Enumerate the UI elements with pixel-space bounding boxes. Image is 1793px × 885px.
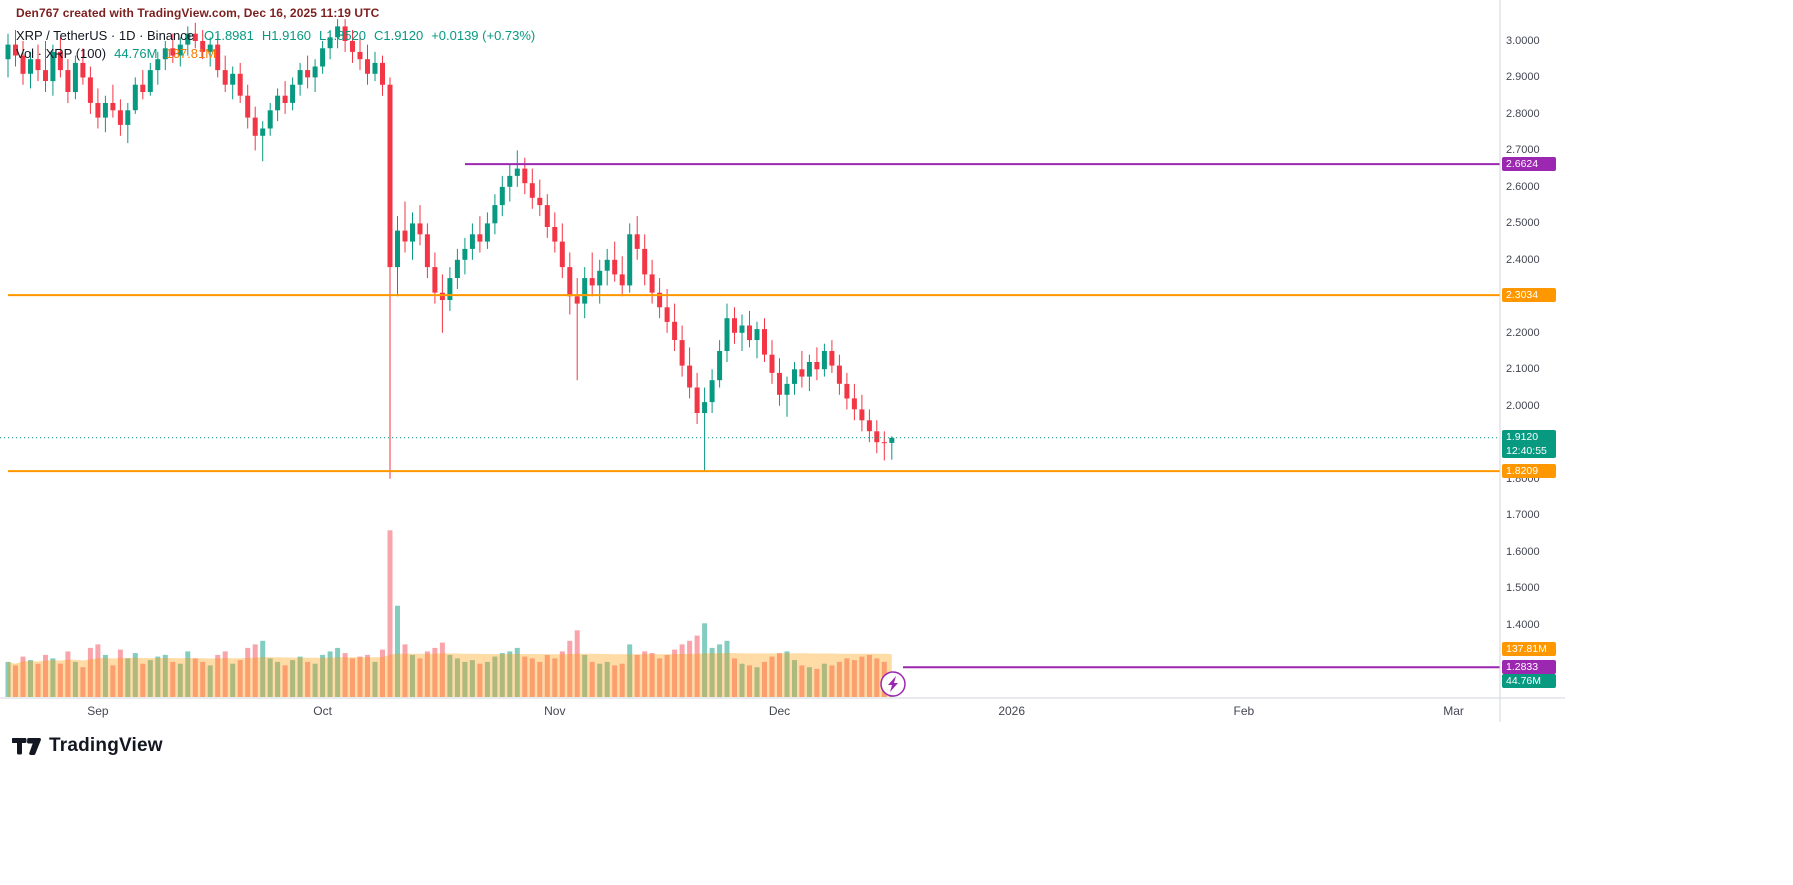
price-level-badge: 2.3034 [1502,288,1556,303]
time-axis-label: 2026 [998,704,1026,718]
time-axis-label: Sep [87,704,109,718]
candles-layer [5,19,895,479]
price-axis-label: 2.0000 [1506,399,1540,412]
price-axis-label: 1.4000 [1506,618,1540,631]
volume-ma-value: 137.81M [165,45,217,61]
price-level-badge: 1.2833 [1502,660,1556,675]
price-axis[interactable]: 3.0000 2.9000 2.8000 2.7000 2.6000 2.5000 2.40… [1501,0,1571,724]
price-level-badge: 1.8209 [1502,464,1556,479]
current-price-value: 1.9120 [1506,430,1539,443]
time-axis-label: Dec [768,704,791,718]
legend-open-value: O1.8981 [204,27,254,43]
legend-high-value: H1.9160 [261,27,312,43]
price-axis-label: 2.6000 [1506,180,1540,193]
price-axis-label: 2.4000 [1506,253,1540,266]
price-level-badge: 2.6624 [1502,157,1556,172]
volume-legend-row: Vol · XRP (100) 44.76M 137.81M [16,44,535,62]
legend-low-value: L1.8520 [319,27,367,43]
price-axis-label: 1.6000 [1506,545,1540,558]
price-axis-label: 2.5000 [1506,217,1540,230]
volume-current-value: 44.76M [114,45,158,61]
tradingview-brand-text: TradingView [49,735,163,756]
lightning-alert-icon[interactable] [880,671,906,697]
volume-ma-badge: 137.81M [1502,641,1556,656]
price-axis-label: 2.8000 [1506,107,1540,120]
time-axis-label: Feb [1233,704,1255,718]
price-level-lines[interactable] [8,163,1500,669]
price-axis-label: 2.7000 [1506,144,1540,157]
volume-pane [5,530,895,698]
volume-indicator-title[interactable]: Vol · XRP (100) [16,45,107,61]
price-axis-label: 2.2000 [1506,326,1540,339]
symbol-title[interactable]: XRP / TetherUS · 1D · Binance [16,27,194,43]
volume-current-badge: 44.76M [1502,674,1556,689]
time-axis-label: Oct [313,704,332,718]
bar-countdown: 12:40:55 [1506,444,1547,457]
tradingview-logo[interactable]: TradingView [12,734,163,758]
time-axis-label: Nov [544,704,566,718]
time-axis-label: Mar [1443,704,1464,718]
price-axis-label: 2.9000 [1506,71,1540,84]
current-price-badge: 1.9120 12:40:55 [1502,429,1556,458]
legend-change-value: +0.0139 (+0.73%) [431,27,536,43]
price-axis-label: 3.0000 [1506,35,1540,47]
price-axis-label: 2.1000 [1506,363,1540,376]
price-axis-label: 1.7000 [1506,509,1540,522]
symbol-legend-row: XRP / TetherUS · 1D · Binance O1.8981 H1… [16,26,535,44]
price-axis-label: 1.5000 [1506,582,1540,595]
tradingview-logo-mark [12,738,41,755]
volume-ma-area [8,653,892,697]
creator-watermark: Den767 created with TradingView.com, Dec… [16,6,380,20]
time-axis[interactable]: Sep Oct Nov Dec 2026 Feb Mar [0,698,1565,722]
chart-legend: XRP / TetherUS · 1D · Binance O1.8981 H1… [16,26,535,62]
legend-close-value: C1.9120 [374,27,424,43]
